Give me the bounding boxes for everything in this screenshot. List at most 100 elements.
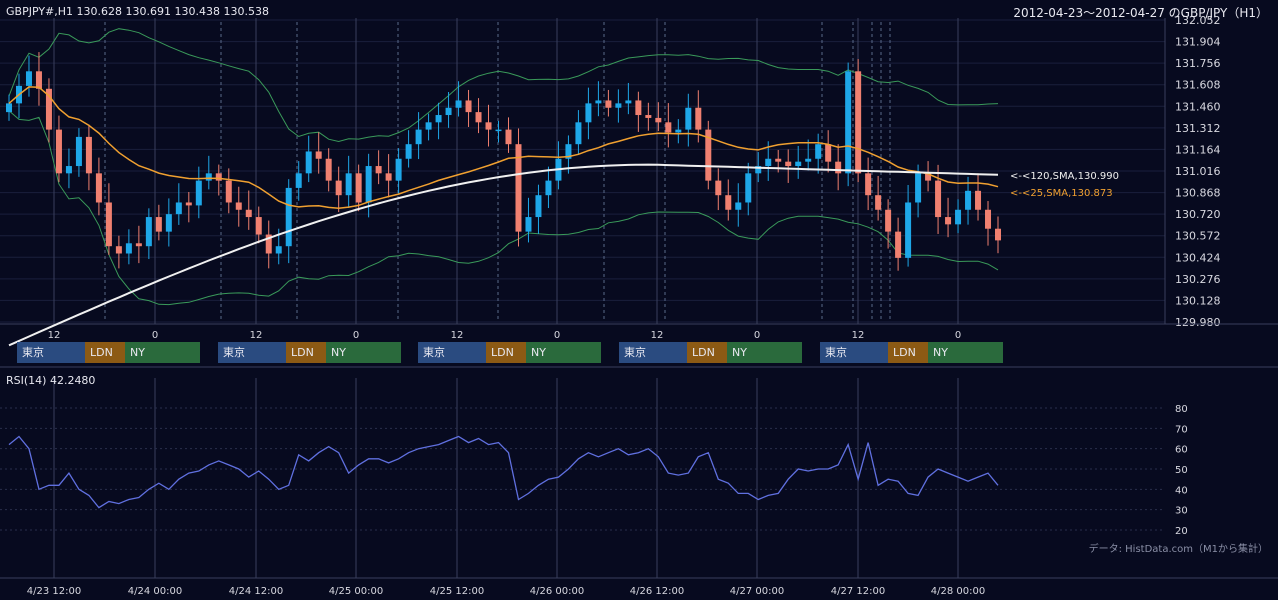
candle-body bbox=[205, 173, 212, 181]
candle-body bbox=[25, 71, 32, 86]
candle-body bbox=[125, 243, 132, 254]
session-bar: 東京 LDN NY bbox=[418, 342, 601, 363]
candle-body bbox=[465, 100, 472, 113]
candle-body bbox=[905, 202, 912, 258]
date-tick-label: 4/24 12:00 bbox=[229, 586, 283, 597]
date-tick-label: 4/25 00:00 bbox=[329, 586, 383, 597]
session-bar: 東京 LDN NY bbox=[17, 342, 200, 363]
symbol-ohlc-label: GBPJPY#,H1 130.628 130.691 130.438 130.5… bbox=[6, 5, 269, 18]
hour-tick-label: 0 bbox=[353, 330, 359, 341]
candle-body bbox=[405, 144, 412, 159]
candle-body bbox=[345, 173, 352, 196]
session-london: LDN bbox=[687, 342, 727, 363]
price-tick-label: 130.276 bbox=[1175, 273, 1221, 286]
price-tick-label: 130.128 bbox=[1175, 294, 1221, 307]
rsi-line bbox=[8, 435, 999, 509]
candle-body bbox=[65, 166, 72, 174]
candle-body bbox=[945, 217, 952, 225]
candle-body bbox=[95, 173, 102, 203]
sma25-line bbox=[8, 86, 999, 210]
hour-tick-label: 0 bbox=[554, 330, 560, 341]
candle-body bbox=[835, 161, 842, 174]
session-london: LDN bbox=[888, 342, 928, 363]
candle-body bbox=[305, 151, 312, 174]
candle-body bbox=[375, 166, 382, 174]
candle-body bbox=[265, 234, 272, 254]
price-tick-label: 131.016 bbox=[1175, 165, 1221, 178]
candle-body bbox=[75, 136, 82, 167]
hour-tick-label: 0 bbox=[754, 330, 760, 341]
candle-body bbox=[655, 117, 662, 123]
candle-body bbox=[145, 217, 152, 247]
rsi-tick-label: 60 bbox=[1175, 445, 1188, 456]
hour-tick-label: 0 bbox=[152, 330, 158, 341]
date-tick-label: 4/25 12:00 bbox=[430, 586, 484, 597]
rsi-tick-label: 50 bbox=[1175, 465, 1188, 476]
candle-body bbox=[675, 129, 682, 133]
candle-body bbox=[725, 195, 732, 210]
candle-body bbox=[665, 122, 672, 133]
price-tick-label: 131.608 bbox=[1175, 79, 1221, 92]
candle-body bbox=[45, 88, 52, 130]
hour-tick-label: 12 bbox=[451, 330, 464, 341]
candle-body bbox=[325, 158, 332, 181]
session-bar: 東京 LDN NY bbox=[820, 342, 1003, 363]
session-ny: NY bbox=[526, 342, 601, 363]
candle-body bbox=[195, 180, 202, 206]
bollinger-lower-line bbox=[8, 110, 999, 306]
candle-body bbox=[795, 161, 802, 167]
candle-body bbox=[815, 144, 822, 159]
candle-body bbox=[975, 190, 982, 210]
sma25-value-label: <-<25,SMA,130.873 bbox=[1010, 188, 1113, 199]
session-london: LDN bbox=[85, 342, 125, 363]
candle-body bbox=[355, 173, 362, 203]
candle-body bbox=[425, 122, 432, 130]
date-tick-label: 4/23 12:00 bbox=[27, 586, 81, 597]
price-tick-label: 131.460 bbox=[1175, 100, 1221, 113]
session-london: LDN bbox=[486, 342, 526, 363]
candle-body bbox=[85, 136, 92, 174]
data-source-note: データ: HistData.com（M1から集計） bbox=[1088, 544, 1268, 555]
price-tick-label: 130.424 bbox=[1175, 251, 1221, 264]
candle-body bbox=[235, 202, 242, 210]
candle-body bbox=[955, 209, 962, 225]
price-tick-label: 131.164 bbox=[1175, 143, 1221, 156]
date-tick-label: 4/26 12:00 bbox=[630, 586, 684, 597]
price-tick-label: 130.868 bbox=[1175, 187, 1221, 200]
candle-body bbox=[895, 231, 902, 258]
candle-body bbox=[255, 217, 262, 235]
candle-body bbox=[225, 180, 232, 203]
candle-body bbox=[165, 214, 172, 232]
candle-body bbox=[825, 144, 832, 162]
candle-body bbox=[575, 122, 582, 145]
bollinger-upper-line bbox=[8, 28, 999, 143]
candle-body bbox=[245, 209, 252, 218]
price-tick-label: 130.572 bbox=[1175, 230, 1221, 243]
price-tick-label: 132.052 bbox=[1175, 14, 1221, 27]
session-ny: NY bbox=[326, 342, 401, 363]
candle-body bbox=[565, 144, 572, 159]
candle-body bbox=[805, 158, 812, 162]
price-tick-label: 130.720 bbox=[1175, 208, 1221, 221]
candle-body bbox=[695, 107, 702, 130]
candle-body bbox=[275, 246, 282, 254]
candle-body bbox=[515, 144, 522, 232]
date-tick-label: 4/26 00:00 bbox=[530, 586, 584, 597]
candle-body bbox=[545, 180, 552, 196]
candle-body bbox=[755, 166, 762, 174]
candle-body bbox=[735, 202, 742, 210]
candle-body bbox=[215, 173, 222, 181]
session-tokyo: 東京 bbox=[820, 342, 888, 363]
rsi-label: RSI(14) 42.2480 bbox=[6, 374, 96, 387]
candle-body bbox=[365, 166, 372, 203]
price-tick-label: 131.312 bbox=[1175, 122, 1221, 135]
price-tick-label: 131.904 bbox=[1175, 36, 1221, 49]
candle-body bbox=[965, 190, 972, 210]
rsi-tick-label: 40 bbox=[1175, 485, 1188, 496]
candle-body bbox=[645, 115, 652, 118]
candle-body bbox=[485, 122, 492, 130]
candle-body bbox=[475, 112, 482, 123]
candle-body bbox=[985, 209, 992, 229]
candle-body bbox=[935, 180, 942, 218]
session-ny: NY bbox=[928, 342, 1003, 363]
